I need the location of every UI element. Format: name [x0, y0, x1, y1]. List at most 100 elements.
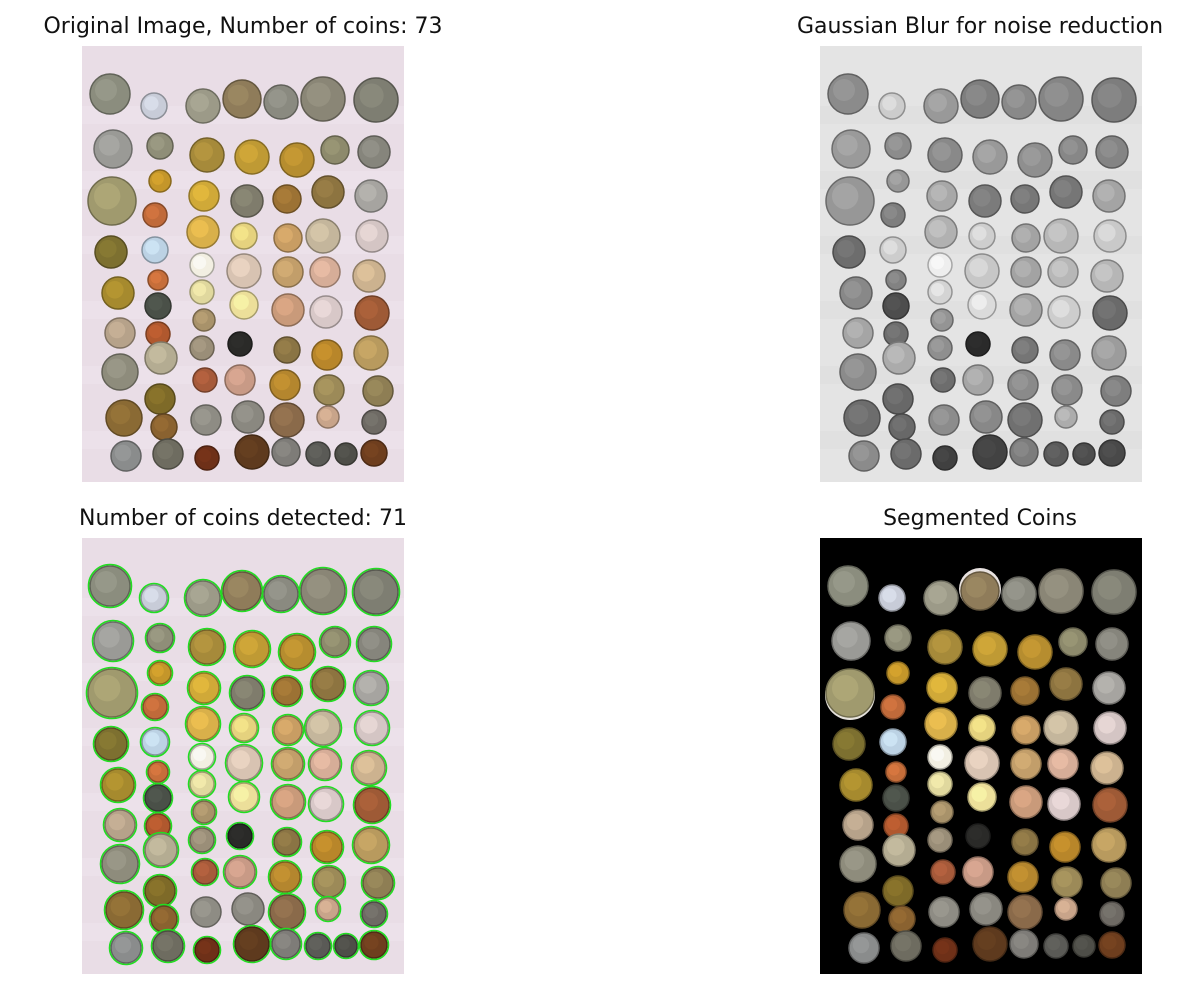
coin	[923, 88, 959, 124]
coin	[924, 215, 958, 249]
coin	[146, 132, 174, 160]
original-image-panel	[82, 46, 404, 482]
coin	[311, 339, 343, 371]
coin	[352, 785, 392, 825]
coin	[224, 743, 264, 783]
detection-circle	[307, 785, 345, 823]
coin	[140, 692, 170, 722]
coin	[358, 929, 390, 961]
coin	[354, 179, 388, 213]
coin	[187, 742, 217, 772]
original-coins-photo	[82, 46, 404, 482]
coin	[825, 668, 875, 720]
coin	[882, 341, 916, 375]
coin	[261, 574, 301, 614]
coin	[150, 928, 186, 964]
coin	[882, 784, 910, 812]
coin	[353, 335, 389, 371]
coin	[1011, 828, 1039, 856]
coin	[145, 759, 171, 785]
coin	[148, 903, 180, 935]
detection-circle	[187, 627, 227, 667]
coin	[884, 624, 912, 652]
coin	[930, 308, 954, 332]
coin	[1017, 634, 1053, 670]
coin	[360, 439, 388, 467]
coin	[362, 375, 394, 407]
coin	[269, 783, 307, 821]
coin	[1091, 77, 1137, 123]
coin	[926, 672, 958, 704]
coin	[189, 335, 215, 361]
coin	[142, 831, 180, 869]
coin	[142, 782, 174, 814]
detection-circle	[150, 928, 186, 964]
coin	[928, 896, 960, 928]
coin	[298, 566, 348, 616]
coin	[229, 290, 259, 320]
coin	[187, 769, 217, 799]
coin	[968, 222, 996, 250]
detection-circle	[309, 665, 347, 703]
detection-circle	[270, 746, 306, 782]
coin	[878, 92, 906, 120]
coin	[1001, 576, 1037, 612]
detection-circle	[139, 726, 171, 758]
detection-circle	[277, 632, 317, 672]
coin	[967, 782, 997, 812]
coin	[1010, 184, 1040, 214]
coin	[110, 440, 142, 472]
coin	[972, 631, 1008, 667]
coin	[848, 932, 880, 964]
coin	[962, 856, 994, 888]
coin	[353, 77, 399, 123]
coin	[879, 236, 907, 264]
coin	[89, 73, 131, 115]
coin	[969, 400, 1003, 434]
coin	[885, 761, 907, 783]
coin	[1009, 785, 1043, 819]
coin	[964, 253, 1000, 289]
coin	[1047, 295, 1081, 329]
coin	[273, 336, 301, 364]
detection-circle	[359, 899, 389, 929]
coin	[832, 727, 866, 761]
coin	[307, 785, 345, 823]
detection-circle	[360, 865, 396, 901]
coin	[228, 712, 260, 744]
detection-circle	[186, 670, 222, 706]
coin	[827, 565, 869, 607]
coin	[92, 725, 130, 763]
detection-circle	[190, 798, 218, 826]
coin	[101, 276, 135, 310]
blurred-coins-photo	[820, 46, 1142, 482]
coin	[880, 202, 906, 228]
coin	[1038, 568, 1084, 614]
coin	[886, 661, 910, 685]
coin	[1058, 627, 1088, 657]
coin	[144, 622, 176, 654]
coin	[959, 568, 1001, 611]
coin	[352, 669, 390, 707]
coin	[831, 129, 871, 169]
coin	[1051, 866, 1083, 898]
coin	[1054, 897, 1078, 921]
coin	[147, 269, 169, 291]
coin	[190, 896, 222, 928]
coin	[354, 295, 390, 331]
coin	[320, 135, 350, 165]
detection-circle	[190, 857, 220, 887]
coin	[272, 184, 302, 214]
coin	[1011, 336, 1039, 364]
coin	[1049, 667, 1083, 701]
coin	[192, 308, 216, 332]
coin	[150, 413, 178, 441]
panel-title-original: Original Image, Number of coins: 73	[43, 14, 443, 39]
detection-circle	[192, 935, 222, 965]
coin	[108, 930, 144, 966]
coin	[222, 79, 262, 119]
detection-circle	[332, 932, 360, 960]
coin	[1091, 335, 1127, 371]
coin	[189, 252, 215, 278]
coin	[1010, 256, 1042, 288]
